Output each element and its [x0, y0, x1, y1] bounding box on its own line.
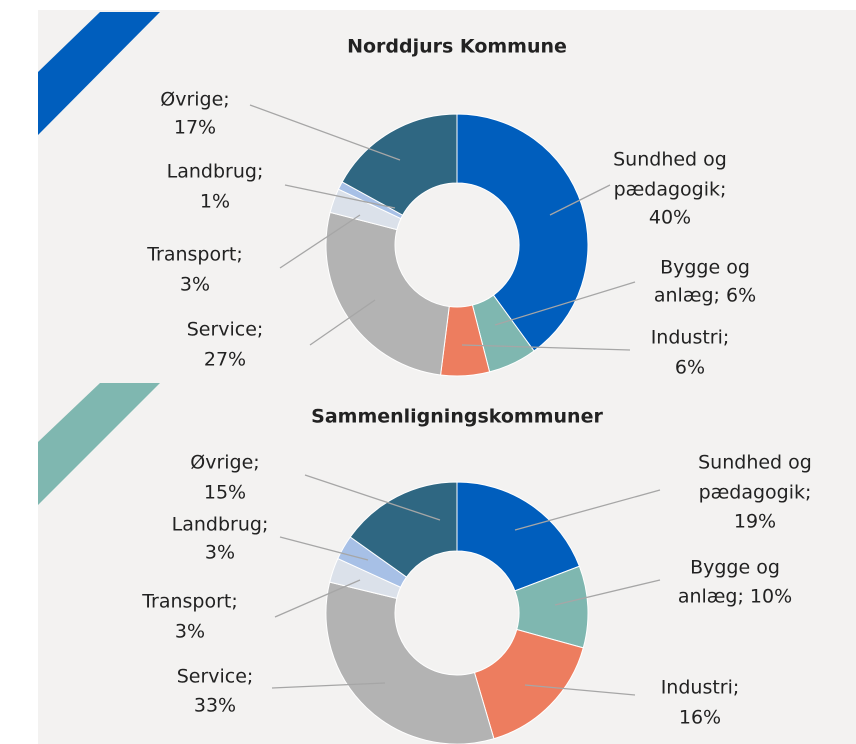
leader-line: [249, 104, 401, 161]
decor-stripe: [38, 383, 160, 505]
data-label: Transport;: [141, 591, 238, 613]
data-label: 6%: [675, 357, 705, 379]
data-label: Bygge og: [690, 557, 780, 579]
decor-stripe: [38, 12, 160, 135]
data-label: Bygge og: [660, 257, 750, 279]
donut-segment: [349, 481, 458, 578]
data-label: 40%: [649, 207, 691, 229]
data-label: 3%: [175, 621, 205, 643]
leader-line: [554, 579, 661, 606]
data-label: 3%: [180, 274, 210, 296]
leader-line: [271, 682, 386, 689]
data-label: Service;: [187, 319, 264, 341]
donut-segment: [325, 211, 450, 376]
data-label: pædagogik;: [614, 179, 727, 201]
data-label: Øvrige;: [190, 452, 259, 474]
leader-line: [524, 684, 636, 696]
data-label: 16%: [679, 707, 721, 729]
leader-line: [309, 299, 376, 346]
data-label: Landbrug;: [167, 161, 264, 183]
data-label: 3%: [205, 542, 235, 564]
data-label: Industri;: [651, 327, 730, 349]
leader-line: [284, 184, 396, 209]
data-label: 19%: [734, 511, 776, 533]
leader-line: [279, 214, 361, 269]
leader-line: [494, 281, 636, 326]
data-label: 1%: [200, 191, 230, 213]
data-label: pædagogik;: [699, 482, 812, 504]
data-label: Landbrug;: [172, 514, 269, 536]
data-label: Industri;: [661, 677, 740, 699]
data-label: Sundhed og: [613, 149, 727, 171]
data-label: 15%: [204, 482, 246, 504]
data-label: Transport;: [146, 244, 243, 266]
data-label: Service;: [177, 666, 254, 688]
donut-segment: [456, 113, 589, 352]
data-label: Sundhed og: [698, 452, 812, 474]
data-label: anlæg; 10%: [678, 586, 792, 608]
donut-segment: [341, 113, 458, 216]
data-label: 33%: [194, 695, 236, 717]
leader-line: [549, 184, 611, 216]
donut-segment: [325, 581, 495, 744]
donut-segment: [456, 481, 581, 592]
data-label: 17%: [174, 117, 216, 139]
data-label: 27%: [204, 349, 246, 371]
chart-title: Sammenligningskommuner: [311, 406, 603, 428]
leader-line: [514, 489, 661, 531]
data-label: Øvrige;: [160, 89, 229, 111]
data-label: anlæg; 6%: [654, 285, 756, 307]
leader-line: [274, 579, 361, 618]
leader-line: [304, 474, 441, 521]
leader-line: [461, 344, 631, 351]
leader-line: [279, 536, 369, 561]
chart-title: Norddjurs Kommune: [347, 36, 567, 58]
